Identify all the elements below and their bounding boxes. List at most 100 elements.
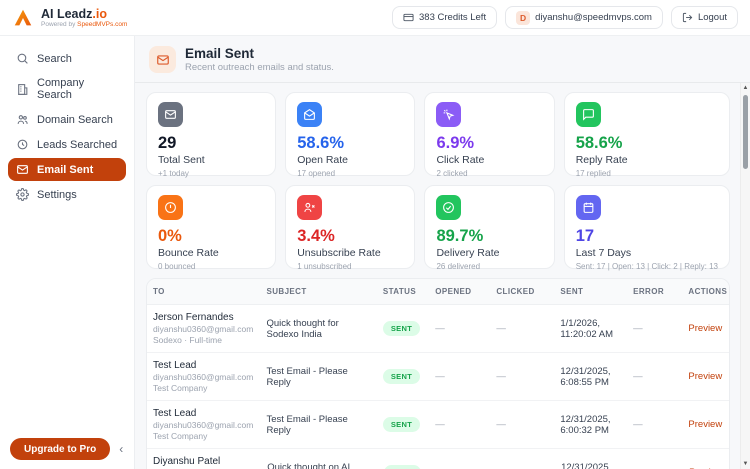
scroll-up-icon[interactable]: ▲ — [742, 85, 749, 91]
sent-timestamp: 1/1/2026, 11:20:02 AM — [560, 317, 614, 340]
table-row: Test Lead diyanshu0360@gmail.com Test Co… — [147, 401, 729, 450]
email-sent-header-icon-box — [149, 46, 176, 74]
building-icon — [18, 83, 28, 95]
sent-timestamp: 12/31/2025, 6:00:32 PM — [560, 413, 611, 436]
email-subject: Test Email - Please Reply — [266, 365, 348, 388]
vertical-scrollbar[interactable]: ▲ ▼ — [740, 83, 750, 469]
error-value: — — [633, 323, 643, 335]
sidebar-item-label: Settings — [37, 188, 77, 201]
clicked-value: — — [496, 371, 506, 383]
preview-link[interactable]: Preview — [688, 371, 723, 383]
stat-label: Click Rate — [436, 154, 485, 167]
stat-subtext: 2 clicked — [436, 169, 468, 179]
emails-table: TO SUBJECT STATUS OPENED CLICKED SENT ER… — [146, 278, 730, 469]
stat-card-unsubscribe-rate: 3.4% Unsubscribe Rate 1 unsubscribed — [285, 185, 416, 272]
recipient-name: Test Lead — [153, 408, 197, 420]
app-title: AI Leadz.io — [41, 6, 107, 21]
users-icon — [17, 115, 28, 124]
clicked-value: — — [491, 460, 555, 469]
actions-cell: Preview — [682, 412, 729, 437]
stat-value: 89.7% — [436, 227, 484, 246]
stat-card-total-sent: 29 Total Sent +1 today — [146, 92, 277, 179]
status-badge: SENT — [382, 417, 421, 433]
mail-open-icon — [297, 102, 323, 128]
recipient-cell: Test Lead diyanshu0360@gmail.com Test Co… — [147, 401, 260, 448]
credits-label: 383 Credits Left — [419, 12, 487, 23]
table-row: Diyanshu Patel diyanshu.patel@gmail.com … — [147, 449, 729, 469]
stat-label: Delivery Rate — [436, 247, 500, 260]
main-content: Email Sent Recent outreach emails and st… — [135, 36, 750, 469]
credits-button[interactable]: 383 Credits Left — [392, 6, 498, 29]
sidebar-item-leads-searched[interactable]: Leads Searched — [8, 133, 126, 156]
status-badge: SENT — [382, 321, 421, 337]
recipient-email: diyanshu0360@gmail.com — [153, 420, 254, 431]
credit-card-icon — [403, 13, 414, 22]
preview-link[interactable]: Preview — [688, 419, 723, 431]
sidebar-item-label: Email Sent — [37, 163, 94, 176]
stat-subtext: 17 opened — [297, 169, 336, 179]
clicked-value: — — [496, 323, 506, 335]
upgrade-to-pro-button[interactable]: Upgrade to Pro — [10, 438, 111, 460]
sidebar-item-company-search[interactable]: Company Search — [8, 72, 126, 106]
recipient-cell: Jerson Fernandes diyanshu0360@gmail.com … — [147, 305, 260, 352]
logout-button[interactable]: Logout — [670, 6, 738, 29]
column-header-sent: SENT — [560, 287, 584, 297]
recipient-company: Sodexo · Full-time — [153, 335, 222, 346]
stat-value: 0% — [158, 227, 182, 246]
recipient-email: diyanshu0360@gmail.com — [153, 372, 254, 383]
stat-subtext: 1 unsubscribed — [297, 262, 352, 272]
logout-label: Logout — [697, 12, 727, 23]
table-row: Test Lead diyanshu0360@gmail.com Test Co… — [147, 353, 729, 402]
sidebar-item-domain-search[interactable]: Domain Search — [8, 108, 126, 131]
mail-icon — [158, 102, 183, 128]
status-badge: SENT — [383, 465, 421, 469]
stat-subtext: +1 today — [158, 169, 189, 179]
column-header-clicked: CLICKED — [496, 287, 535, 297]
logout-icon — [682, 12, 693, 23]
error-value: — — [633, 419, 643, 431]
sidebar-item-label: Leads Searched — [37, 138, 118, 151]
mail-icon — [156, 54, 169, 65]
logo-icon — [14, 9, 32, 25]
actions-cell: Preview — [682, 316, 729, 341]
actions-cell: Preview — [682, 364, 729, 389]
sidebar-item-email-sent[interactable]: Email Sent — [8, 158, 126, 181]
stat-subtext: 17 replied — [575, 169, 611, 179]
avatar: D — [516, 10, 531, 25]
stat-subtext: 26 delivered — [436, 262, 481, 272]
user-x-icon — [297, 195, 323, 221]
email-subject: Quick thought on AI product development — [267, 461, 351, 469]
stat-value: 58.6% — [297, 134, 345, 153]
stat-card-bounce-rate: 0% Bounce Rate 0 bounced — [146, 185, 277, 271]
actions-cell: Preview — [683, 460, 729, 469]
preview-link[interactable]: Preview — [688, 323, 723, 335]
stat-card-last-7-days: 17 Last 7 Days Sent: 17 | Open: 13 | Cli… — [563, 185, 730, 271]
status-badge: SENT — [382, 369, 421, 385]
column-header-error: ERROR — [633, 287, 665, 297]
table-header-row: TO SUBJECT STATUS OPENED CLICKED SENT ER… — [147, 279, 729, 306]
scroll-down-icon[interactable]: ▼ — [742, 461, 749, 467]
page-title: Email Sent — [185, 46, 255, 61]
scrollbar-thumb[interactable] — [743, 95, 748, 169]
mail-icon — [17, 165, 28, 174]
sidebar-item-label: Domain Search — [37, 113, 113, 126]
user-email: diyanshu@speedmvps.com — [535, 12, 652, 23]
stat-label: Unsubscribe Rate — [297, 247, 381, 260]
recipient-name: Diyanshu Patel — [153, 456, 221, 468]
stat-value: 29 — [158, 134, 177, 153]
status-cell: SENT — [377, 362, 429, 391]
column-header-subject: SUBJECT — [266, 287, 307, 297]
user-account-button[interactable]: D diyanshu@speedmvps.com — [505, 6, 663, 29]
sent-timestamp: 12/31/2025, 6:08:55 PM — [560, 365, 611, 388]
preview-link[interactable]: Preview — [689, 467, 723, 469]
stat-card-click-rate: 6.9% Click Rate 2 clicked — [424, 92, 555, 179]
sidebar-item-settings[interactable]: Settings — [8, 183, 126, 206]
stat-label: Total Sent — [158, 154, 205, 167]
gear-icon — [16, 188, 29, 201]
collapse-sidebar-icon[interactable]: ‹ — [119, 442, 124, 456]
app-logo: AI Leadz.io Powered by SpeedMVPs.com — [12, 7, 127, 29]
table-body: Jerson Fernandes diyanshu0360@gmail.com … — [147, 305, 729, 469]
clicked-value: — — [496, 419, 506, 431]
status-cell: SENT — [378, 458, 430, 469]
sidebar-item-search[interactable]: Search — [8, 47, 126, 70]
